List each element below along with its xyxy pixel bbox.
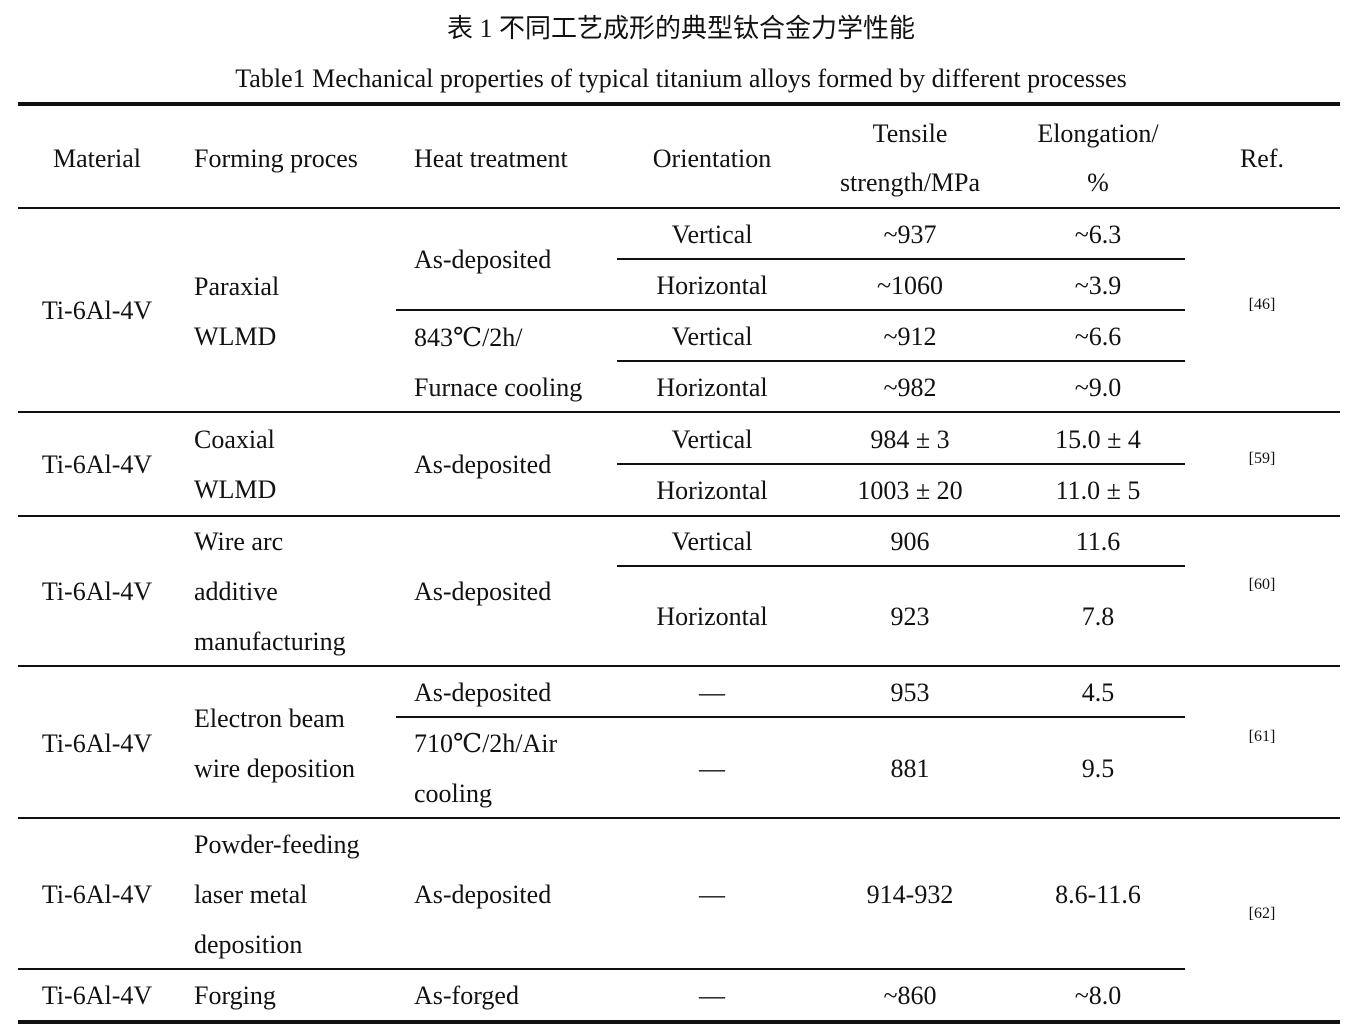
cell-heat: As-deposited xyxy=(414,880,552,909)
cell-heat: 843℃/2h/ xyxy=(414,323,523,352)
header-ref: Ref. xyxy=(1239,144,1285,173)
cell-forming: Paraxial xyxy=(194,272,280,301)
cell-forming: additive xyxy=(194,577,278,606)
row-rule xyxy=(617,360,1185,362)
cell-elongation: 11.6 xyxy=(1075,527,1121,556)
cell-heat: As-deposited xyxy=(414,450,552,479)
header-tensile: strength/MPa xyxy=(839,168,981,197)
group-rule xyxy=(18,411,1340,413)
top-rule xyxy=(18,102,1340,106)
cell-orientation: Horizontal xyxy=(656,373,768,402)
row-rule xyxy=(396,716,1185,718)
cell-forming: WLMD xyxy=(194,322,277,351)
cell-heat: As-forged xyxy=(414,981,519,1010)
group-rule xyxy=(18,817,1340,819)
cell-ref: [62] xyxy=(1248,905,1276,922)
cell-forming: laser metal xyxy=(194,880,308,909)
cell-tensile: 1003 ± 20 xyxy=(857,476,963,505)
header-rule xyxy=(18,207,1340,209)
cell-forming: Forging xyxy=(194,981,276,1010)
cell-elongation: 15.0 ± 4 xyxy=(1055,425,1141,454)
cell-elongation: 9.5 xyxy=(1081,754,1115,783)
cell-orientation: — xyxy=(699,678,725,707)
cell-orientation: Horizontal xyxy=(656,476,768,505)
cell-orientation: Vertical xyxy=(671,322,753,351)
cell-heat: As-deposited xyxy=(414,577,552,606)
cell-orientation: — xyxy=(699,981,725,1010)
cell-material: Ti-6Al-4V xyxy=(41,880,153,909)
cell-tensile: 906 xyxy=(890,527,930,556)
cell-forming: Wire arc xyxy=(194,527,284,556)
cell-elongation: ~6.6 xyxy=(1074,322,1122,351)
cell-orientation: — xyxy=(699,754,725,783)
group-rule xyxy=(18,665,1340,667)
cell-orientation: Horizontal xyxy=(656,602,768,631)
cell-elongation: 8.6-11.6 xyxy=(1055,880,1141,909)
cell-heat: As-deposited xyxy=(414,245,552,274)
cell-ref: [60] xyxy=(1248,576,1276,593)
caption-en: Table1 Mechanical properties of typical … xyxy=(235,64,1127,93)
header-elongation: % xyxy=(1087,168,1109,197)
cell-elongation: ~6.3 xyxy=(1074,220,1122,249)
cell-forming: WLMD xyxy=(194,475,277,504)
cell-material: Ti-6Al-4V xyxy=(41,981,153,1010)
cell-elongation: ~9.0 xyxy=(1074,373,1122,402)
row-rule xyxy=(617,463,1185,465)
cell-ref: [46] xyxy=(1248,296,1276,313)
cell-elongation: 4.5 xyxy=(1081,678,1115,707)
caption-zh: 表 1 不同工艺成形的典型钛合金力学性能 xyxy=(446,14,915,43)
cell-tensile: ~860 xyxy=(883,981,937,1010)
cell-material: Ti-6Al-4V xyxy=(41,450,153,479)
cell-tensile: ~937 xyxy=(883,220,937,249)
cell-heat: As-deposited xyxy=(414,678,552,707)
cell-tensile: ~912 xyxy=(883,322,937,351)
cell-orientation: Vertical xyxy=(671,527,753,556)
cell-material: Ti-6Al-4V xyxy=(41,729,153,758)
cell-elongation: ~3.9 xyxy=(1074,271,1122,300)
cell-heat: cooling xyxy=(414,779,492,808)
cell-tensile: 984 ± 3 xyxy=(870,425,950,454)
cell-ref: [59] xyxy=(1248,450,1276,467)
cell-material: Ti-6Al-4V xyxy=(41,577,153,606)
cell-forming: wire deposition xyxy=(194,754,356,783)
row-rule xyxy=(396,309,1185,311)
row-rule xyxy=(617,565,1185,567)
header-tensile: Tensile xyxy=(872,119,948,148)
header-forming: Forming proces xyxy=(194,144,358,173)
row-rule xyxy=(617,258,1185,260)
cell-forming: deposition xyxy=(194,930,303,959)
group-rule xyxy=(18,515,1340,517)
cell-tensile: ~1060 xyxy=(876,271,944,300)
cell-tensile: 914-932 xyxy=(866,880,954,909)
cell-tensile: 881 xyxy=(890,754,930,783)
cell-tensile: 953 xyxy=(890,678,930,707)
row-rule xyxy=(18,968,1185,970)
header-material: Material xyxy=(52,144,142,173)
cell-orientation: Vertical xyxy=(671,425,753,454)
cell-forming: manufacturing xyxy=(194,627,346,656)
cell-material: Ti-6Al-4V xyxy=(41,296,153,325)
cell-forming: Powder-feeding xyxy=(194,830,360,859)
cell-heat: 710℃/2h/Air xyxy=(414,729,558,758)
cell-forming: Coaxial xyxy=(194,425,275,454)
cell-elongation: ~8.0 xyxy=(1074,981,1122,1010)
cell-orientation: Horizontal xyxy=(656,271,768,300)
cell-tensile: 923 xyxy=(890,602,930,631)
header-orientation: Orientation xyxy=(652,144,772,173)
header-heat: Heat treatment xyxy=(414,144,568,173)
cell-orientation: — xyxy=(699,880,725,909)
cell-orientation: Vertical xyxy=(671,220,753,249)
header-elongation: Elongation/ xyxy=(1037,119,1159,148)
cell-elongation: 11.0 ± 5 xyxy=(1055,476,1141,505)
bottom-rule xyxy=(18,1020,1340,1024)
cell-ref: [61] xyxy=(1248,728,1276,745)
cell-heat: Furnace cooling xyxy=(414,373,583,402)
cell-tensile: ~982 xyxy=(883,373,937,402)
cell-forming: Electron beam xyxy=(194,704,345,733)
cell-elongation: 7.8 xyxy=(1081,602,1115,631)
